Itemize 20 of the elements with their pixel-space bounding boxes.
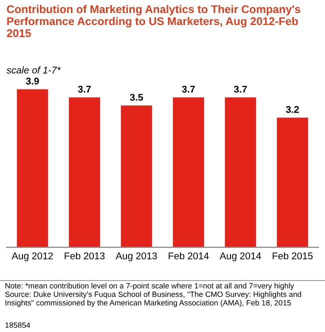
data-label: 3.5 (130, 94, 143, 101)
x-tick-label: Feb 2015 (272, 252, 313, 260)
x-tick-label: Feb 2014 (168, 252, 209, 260)
x-tick-label: Aug 2014 (220, 252, 262, 262)
x-tick-label: Feb 2013 (64, 252, 105, 260)
data-label: 3.7 (182, 86, 195, 93)
data-label: 3.7 (78, 86, 91, 93)
data-label: 3.9 (26, 78, 39, 85)
chart-title: Contribution of Marketing Analytics to Their Company's Performance According to US Marketers, Aug 2012-Feb 2015 (6, 4, 300, 38)
x-tick-label: Aug 2013 (116, 252, 157, 262)
bar (120, 105, 152, 248)
bar (68, 97, 100, 248)
bar (172, 97, 204, 248)
data-label: 3.7 (234, 86, 247, 93)
chart-subtitle: scale of 1-7* (6, 66, 61, 74)
bar (224, 97, 256, 248)
bar (276, 118, 308, 248)
data-label: 3.2 (286, 106, 299, 113)
bar (16, 89, 48, 248)
x-tick-label: Aug 2012 (12, 252, 53, 262)
